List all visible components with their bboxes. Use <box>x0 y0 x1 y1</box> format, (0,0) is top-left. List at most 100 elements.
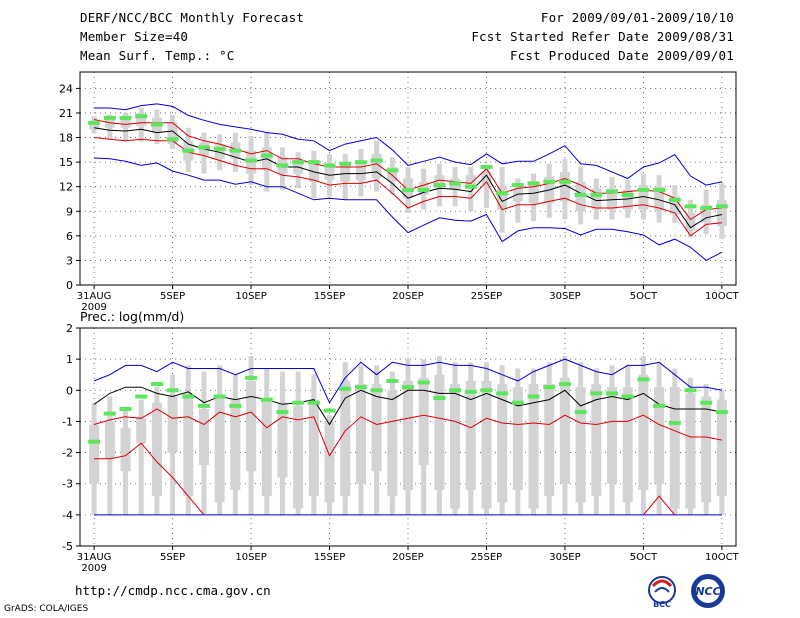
sd-upper-line <box>93 408 722 457</box>
x-tick-year: 2009 <box>81 563 106 574</box>
median-marker <box>700 400 713 405</box>
median-marker <box>245 158 258 163</box>
ncc-logo: NCC <box>691 574 725 608</box>
median-marker <box>511 183 524 188</box>
median-marker <box>574 192 587 197</box>
quartile-box <box>136 112 147 127</box>
quartile-box <box>403 380 413 490</box>
median-marker <box>433 183 446 188</box>
median-marker <box>354 160 367 165</box>
median-marker <box>543 385 556 390</box>
quartile-box <box>607 387 618 484</box>
quartile-box <box>167 122 178 145</box>
forecast-period: For 2009/09/01-2009/10/10 <box>540 10 734 25</box>
median-marker <box>684 204 697 209</box>
quartile-box <box>638 374 649 490</box>
quartile-box <box>481 380 492 509</box>
median-marker <box>637 187 650 192</box>
median-marker <box>449 388 462 393</box>
ncc-logo-text: NCC <box>695 585 720 598</box>
x-tick-year: 2009 <box>81 302 106 313</box>
quartile-box <box>167 396 178 453</box>
quartile-box <box>591 384 602 497</box>
median-marker <box>292 400 305 405</box>
median-marker <box>527 181 540 186</box>
quartile-box <box>716 399 727 497</box>
quartile-box <box>387 390 398 497</box>
quartile-box <box>497 186 508 210</box>
x-tick-label: 30SEP <box>549 552 580 563</box>
median-marker <box>323 408 336 413</box>
y-tick-label: 15 <box>59 156 73 169</box>
median-marker <box>574 410 587 415</box>
median-marker <box>496 191 509 196</box>
median-marker <box>480 388 493 393</box>
x-tick-label: 5SEP <box>160 552 185 563</box>
median-marker <box>229 403 242 408</box>
median-marker <box>606 189 619 194</box>
quartile-box <box>622 189 633 210</box>
quartile-box <box>151 402 162 497</box>
y-tick-label: 6 <box>66 230 73 243</box>
member-size: Member Size=40 <box>80 29 189 44</box>
variable-label: Mean Surf. Temp.: °C <box>80 48 235 63</box>
median-marker <box>119 115 132 120</box>
quartile-box <box>183 393 194 497</box>
quartile-box <box>340 163 351 182</box>
bcc-logo-text: BCC <box>653 600 671 609</box>
quartile-box <box>230 399 241 490</box>
quartile-box <box>136 418 147 444</box>
y-tick-label: -4 <box>62 509 73 522</box>
median-marker <box>621 394 634 399</box>
forecast-produced: Fcst Produced Date 2009/09/01 <box>509 48 734 63</box>
median-marker <box>590 391 603 396</box>
quartile-box <box>654 186 665 212</box>
x-tick-label: 15SEP <box>314 291 345 302</box>
y-tick-label: 2 <box>66 322 73 335</box>
quartile-box <box>685 393 696 509</box>
quartile-box <box>293 405 304 509</box>
median-marker <box>496 391 509 396</box>
x-tick-label: 10SEP <box>235 291 266 302</box>
quartile-box <box>559 377 570 484</box>
median-marker <box>103 411 116 416</box>
quartile-box <box>340 380 351 497</box>
quartile-box <box>638 185 649 210</box>
quartile-box <box>434 175 445 189</box>
median-marker <box>354 385 367 390</box>
median-marker <box>276 410 289 415</box>
median-marker <box>260 153 273 158</box>
y-tick-label: 3 <box>66 254 73 267</box>
whisker-box <box>468 167 474 212</box>
median-marker <box>150 382 163 387</box>
median-marker <box>229 148 242 153</box>
median-marker <box>166 137 179 142</box>
quartile-box <box>89 424 100 484</box>
median-marker <box>88 120 101 125</box>
panel-title: Prec.: log(mm/d) <box>80 309 184 324</box>
y-tick-label: 9 <box>66 205 73 218</box>
median-marker <box>402 187 414 192</box>
bcc-logo: BCC <box>648 576 676 609</box>
quartile-box <box>308 399 319 497</box>
y-tick-label: -2 <box>62 447 73 460</box>
median-marker <box>386 168 399 173</box>
median-marker <box>307 160 320 165</box>
median-marker <box>119 406 132 411</box>
x-tick-label: 31AUG <box>77 291 112 302</box>
quartile-box <box>512 387 523 490</box>
median-marker <box>245 375 258 380</box>
median-marker <box>339 386 352 391</box>
y-tick-label: 18 <box>59 132 73 145</box>
source-url[interactable]: http://cmdp.ncc.cma.gov.cn <box>75 583 271 598</box>
median-marker <box>339 161 352 166</box>
quartile-box <box>528 384 539 509</box>
sd-lower-line <box>643 495 676 516</box>
quartile-box <box>559 171 570 202</box>
y-tick-label: -3 <box>62 478 73 491</box>
median-marker <box>276 163 289 168</box>
median-marker <box>480 165 493 170</box>
quartile-box <box>465 175 476 187</box>
